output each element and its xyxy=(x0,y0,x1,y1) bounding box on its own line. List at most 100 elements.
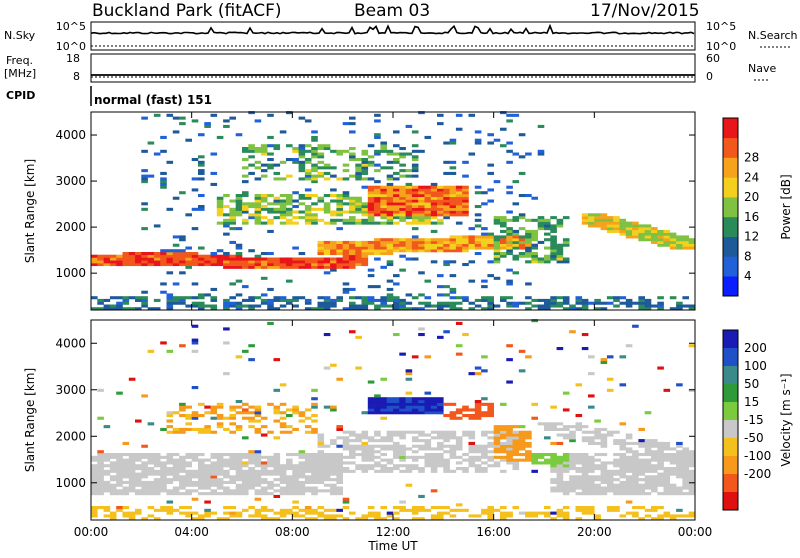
velocity-colorbar-tick-1: 100 xyxy=(744,359,767,373)
velocity-cell xyxy=(468,461,476,465)
power-cell xyxy=(474,213,482,217)
power-cell xyxy=(191,301,199,305)
power-cell xyxy=(141,301,148,305)
velocity-cell xyxy=(128,455,136,459)
power-cell xyxy=(248,304,255,308)
velocity-cell xyxy=(267,508,274,512)
power-cell xyxy=(399,174,406,178)
power-cell xyxy=(166,263,174,267)
velocity-cell xyxy=(116,467,123,471)
velocity-cell xyxy=(380,405,387,409)
power-cell xyxy=(349,243,356,247)
velocity-cell xyxy=(619,492,627,496)
velocity-cell xyxy=(651,506,658,510)
power-cell xyxy=(323,221,331,225)
velocity-cell xyxy=(292,480,299,484)
power-cell xyxy=(235,307,243,311)
power-cell xyxy=(638,229,645,233)
power-cell xyxy=(172,243,180,247)
velocity-cell xyxy=(279,383,287,387)
velocity-cell xyxy=(109,467,117,471)
velocity-cell xyxy=(380,436,387,440)
power-cell xyxy=(355,260,362,264)
velocity-cell xyxy=(355,433,362,437)
power-cell xyxy=(267,298,274,302)
velocity-cell xyxy=(619,455,627,459)
power-cell xyxy=(273,307,281,311)
power-cell xyxy=(430,304,438,308)
power-cell xyxy=(235,265,243,269)
velocity-cell xyxy=(198,453,205,457)
power-cell xyxy=(349,296,356,300)
velocity-cell xyxy=(122,506,130,510)
velocity-cell xyxy=(625,447,633,451)
power-cell xyxy=(411,240,419,244)
velocity-cell xyxy=(97,483,104,487)
power-cell xyxy=(141,202,148,206)
velocity-cell xyxy=(443,330,450,334)
power-cell xyxy=(342,163,350,167)
velocity-cell xyxy=(512,464,520,468)
velocity-cell xyxy=(374,430,381,434)
power-cell xyxy=(342,240,350,244)
velocity-cell xyxy=(481,450,488,454)
velocity-cell xyxy=(374,464,381,468)
power-cell xyxy=(418,307,425,311)
power-cell xyxy=(481,285,488,289)
velocity-cell xyxy=(651,508,658,512)
power-cell xyxy=(531,252,538,256)
power-cell xyxy=(355,205,362,209)
power-cell xyxy=(242,180,249,184)
velocity-cell xyxy=(562,506,570,510)
velocity-cell xyxy=(191,458,199,462)
velocity-y-axis-label: Slant Range [km] xyxy=(23,368,37,472)
velocity-cell xyxy=(242,455,249,459)
velocity-cell xyxy=(304,478,312,482)
velocity-cell xyxy=(216,469,224,473)
velocity-cell xyxy=(676,453,683,457)
power-cell xyxy=(437,205,444,209)
power-cell xyxy=(229,199,236,203)
power-cell xyxy=(342,260,350,264)
power-cell xyxy=(254,213,262,217)
power-cell xyxy=(109,257,117,261)
velocity-cell xyxy=(487,450,494,454)
power-cell xyxy=(663,238,671,242)
power-cell xyxy=(506,185,513,189)
power-cell xyxy=(147,263,155,267)
power-cell xyxy=(198,155,205,159)
power-cell xyxy=(682,296,689,300)
power-cell xyxy=(349,254,356,258)
power-cell xyxy=(374,285,381,289)
velocity-cell xyxy=(569,425,576,429)
power-cell xyxy=(581,304,589,308)
power-cell xyxy=(500,218,507,222)
velocity-cell xyxy=(493,461,501,465)
power-cell xyxy=(455,246,463,250)
power-cell xyxy=(393,282,400,286)
time-tick-3: 12:00 xyxy=(376,525,411,539)
power-cell xyxy=(393,205,400,209)
power-cell xyxy=(657,232,664,236)
power-cell xyxy=(449,240,457,244)
power-cell xyxy=(279,160,287,164)
power-cell xyxy=(437,185,444,189)
velocity-cell xyxy=(613,469,620,473)
power-cell xyxy=(437,246,444,250)
velocity-cell xyxy=(147,458,155,462)
power-cell xyxy=(103,260,111,264)
velocity-cell xyxy=(97,416,104,420)
power-cell xyxy=(317,147,325,151)
power-cell xyxy=(550,227,557,231)
velocity-cell xyxy=(273,436,281,440)
power-cell xyxy=(424,207,432,211)
velocity-cell xyxy=(424,464,432,468)
velocity-cell xyxy=(311,430,318,434)
velocity-cell xyxy=(669,461,677,465)
power-cell xyxy=(235,263,243,267)
power-cell xyxy=(399,298,406,302)
power-cell xyxy=(116,263,123,267)
power-cell xyxy=(267,301,274,305)
velocity-cell xyxy=(594,436,601,440)
velocity-cell xyxy=(588,483,595,487)
